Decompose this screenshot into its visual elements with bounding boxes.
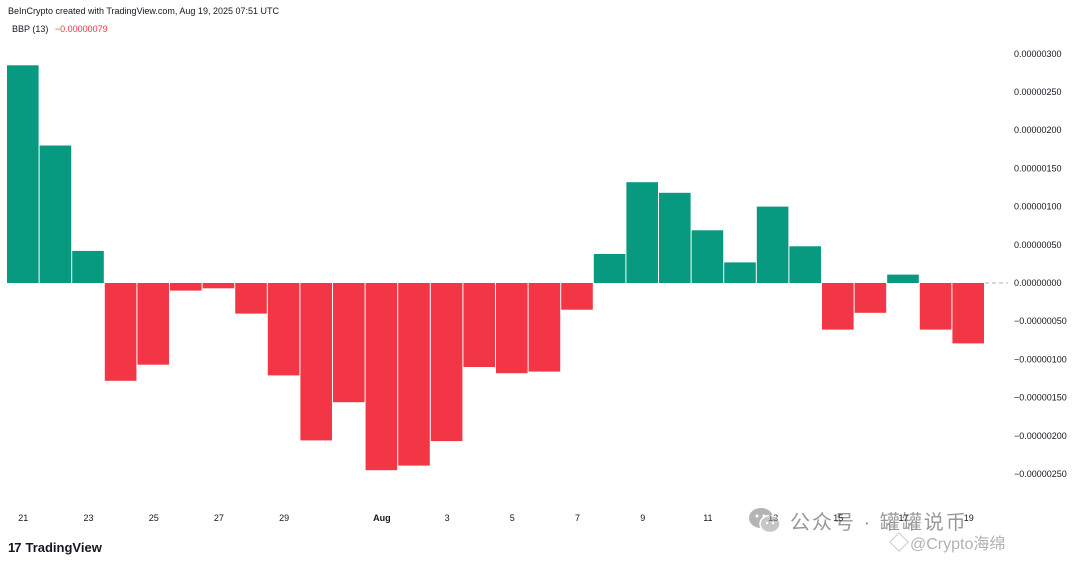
tradingview-logo-text: TradingView: [25, 540, 102, 555]
y-tick-label: −0.00000200: [1014, 431, 1067, 441]
histogram-bar: [398, 283, 430, 466]
binance-diamond-icon: [889, 532, 909, 552]
x-tick-label: 17: [898, 513, 908, 523]
histogram-bar: [430, 283, 463, 442]
x-tick-label: 7: [575, 513, 580, 523]
indicator-legend[interactable]: BBP (13) −0.00000079: [12, 24, 108, 34]
y-tick-label: −0.00000100: [1014, 354, 1067, 364]
x-tick-label: 15: [833, 513, 843, 523]
indicator-value: −0.00000079: [54, 24, 108, 34]
histogram-bar: [235, 283, 267, 314]
histogram-bar: [822, 283, 854, 330]
histogram-bar: [463, 283, 495, 367]
wechat-icon: [748, 507, 782, 535]
histogram-bar: [39, 145, 72, 283]
y-tick-label: 0.00000000: [1014, 278, 1062, 288]
x-tick-label: 11: [703, 513, 712, 523]
histogram-bar: [659, 192, 691, 283]
y-tick-label: −0.00000050: [1014, 316, 1067, 326]
watermark-handle-text: @Crypto海绵: [910, 536, 1006, 553]
y-tick-label: 0.00000100: [1014, 202, 1062, 212]
x-tick-label: 27: [214, 513, 224, 523]
y-tick-label: 0.00000300: [1014, 49, 1062, 59]
watermark-handle: @Crypto海绵: [889, 530, 1006, 554]
wechat-watermark: 公众号 · 罐罐说币: [748, 506, 968, 535]
x-tick-label: 21: [18, 513, 28, 523]
histogram-bar: [528, 283, 561, 372]
histogram-bar: [267, 283, 300, 376]
histogram-bar: [496, 283, 528, 374]
y-tick-label: 0.00000200: [1014, 125, 1062, 135]
histogram-bar: [593, 254, 626, 283]
x-tick-label: 29: [279, 513, 289, 523]
y-tick-label: 0.00000250: [1014, 87, 1062, 97]
x-tick-label: 25: [149, 513, 159, 523]
histogram-bar: [365, 283, 398, 471]
histogram-bar: [137, 283, 169, 365]
y-tick-label: −0.00000150: [1014, 393, 1067, 403]
histogram-bar: [72, 250, 104, 283]
tradingview-logo[interactable]: 17 TradingView: [8, 540, 102, 555]
x-tick-label: 19: [964, 513, 974, 523]
histogram-bars: [7, 65, 984, 471]
histogram-bar: [170, 283, 202, 291]
histogram-bar: [724, 262, 756, 283]
histogram-bar: [854, 283, 887, 313]
histogram-bar: [756, 206, 789, 283]
chart-credit: BeInCrypto created with TradingView.com,…: [8, 6, 279, 16]
x-tick-label: 23: [83, 513, 93, 523]
histogram-bar: [626, 182, 658, 283]
tradingview-logo-icon: 17: [8, 540, 22, 555]
histogram-bar: [300, 283, 332, 441]
histogram-bar: [952, 283, 984, 344]
histogram-bar: [104, 283, 137, 381]
histogram-bar: [202, 283, 235, 289]
watermark-text: 公众号 · 罐罐说币: [790, 512, 968, 534]
histogram-bar: [561, 283, 593, 310]
histogram-bar: [691, 230, 724, 283]
x-tick-label: 3: [445, 513, 450, 523]
x-tick-label: 5: [510, 513, 515, 523]
histogram-bar: [887, 274, 919, 283]
y-tick-label: 0.00000050: [1014, 240, 1062, 250]
y-tick-label: −0.00000250: [1014, 469, 1067, 479]
histogram-bar: [333, 283, 365, 403]
histogram-bar: [7, 65, 39, 283]
indicator-name: BBP (13): [12, 24, 49, 34]
x-tick-label: Aug: [373, 513, 391, 523]
x-tick-label: 9: [640, 513, 645, 523]
histogram-bar: [789, 246, 821, 283]
histogram-bar: [919, 283, 952, 330]
y-tick-label: 0.00000150: [1014, 163, 1062, 173]
y-axis: 0.00000300 0.00000250 0.00000200 0.00000150…: [1014, 49, 1067, 479]
